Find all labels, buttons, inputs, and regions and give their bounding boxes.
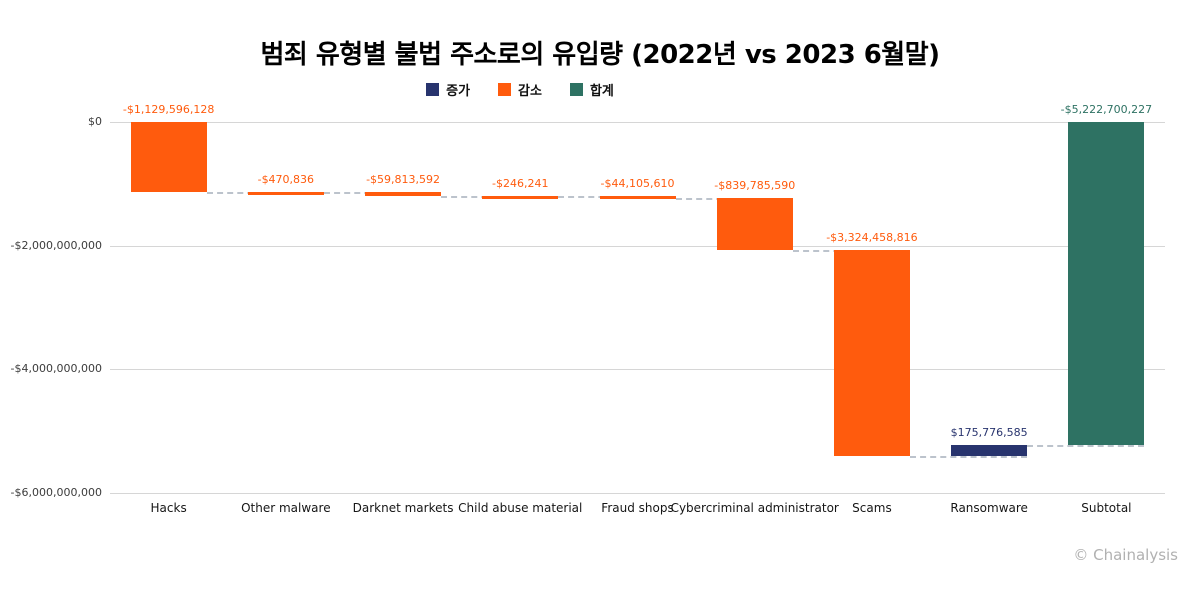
x-axis-label: Ransomware — [950, 501, 1028, 515]
bar-fraud-shops — [599, 195, 676, 199]
chart-legend: 증가 감소 합계 — [0, 80, 1040, 99]
y-axis-tick-label: -$2,000,000,000 — [10, 238, 102, 252]
bar-value-label: -$44,105,610 — [600, 176, 675, 190]
bar-scams — [833, 250, 910, 456]
legend-item-decrease: 감소 — [498, 80, 542, 99]
legend-swatch-increase — [426, 83, 440, 96]
x-axis-label: Fraud shops — [601, 501, 674, 515]
connector-line — [1027, 444, 1145, 447]
bar-value-label: -$3,324,458,816 — [826, 231, 918, 245]
legend-label-total: 합계 — [589, 84, 614, 99]
x-axis-label: Child abuse material — [458, 501, 583, 515]
plot-area: $0 -$2,000,000,000 -$4,000,000,000 -$6,000,… — [11, 103, 1165, 515]
gridline — [110, 122, 1165, 123]
y-axis-tick-label: $0 — [88, 115, 102, 128]
y-axis-tick-label: -$4,000,000,000 — [10, 362, 102, 376]
gridline — [110, 493, 1165, 494]
bar-child-abuse-material — [482, 195, 559, 199]
connector-line — [909, 455, 1028, 458]
bar-value-label: -$59,813,592 — [366, 172, 441, 186]
bar-value-label: $175,776,585 — [950, 425, 1028, 439]
legend-swatch-total — [569, 83, 583, 96]
y-axis-tick-label: -$6,000,000,000 — [10, 486, 102, 499]
gridline — [110, 245, 1165, 247]
x-axis-label: Hacks — [150, 501, 187, 515]
legend-item-increase: 증가 — [426, 80, 470, 99]
legend-item-total: 합계 — [569, 80, 614, 99]
bar-darknet-markets — [365, 191, 442, 196]
bar-value-label: -$470,836 — [257, 172, 315, 186]
bar-value-label: -$5,222,700,227 — [1060, 103, 1153, 116]
bar-value-label: -$1,129,596,128 — [122, 103, 215, 116]
x-axis-label: Darknet markets — [352, 501, 454, 515]
chart-title: 범죄 유형별 불법 주소로의 유입량 (2022년 vs 2023 6월말) — [260, 40, 940, 70]
bar-hacks — [130, 122, 207, 192]
x-axis-label: Scams — [852, 501, 892, 515]
bar-ransomware — [951, 444, 1028, 456]
bar-other-malware — [247, 191, 324, 195]
bar-subtotal — [1068, 122, 1145, 445]
chainalysis-credit: © Chainalysis — [1073, 546, 1178, 564]
gridline — [110, 369, 1165, 371]
x-axis-label: Cybercriminal administrator — [670, 501, 839, 515]
x-axis-label: Other malware — [241, 501, 331, 515]
x-axis-label: Subtotal — [1081, 501, 1132, 515]
bar-cybercriminal-administrator — [716, 198, 793, 251]
bar-value-label: -$839,785,590 — [714, 179, 796, 193]
legend-label-decrease: 감소 — [518, 84, 542, 99]
legend-swatch-decrease — [498, 83, 512, 96]
bar-value-label: -$246,241 — [492, 176, 549, 190]
legend-label-increase: 증가 — [446, 84, 471, 99]
